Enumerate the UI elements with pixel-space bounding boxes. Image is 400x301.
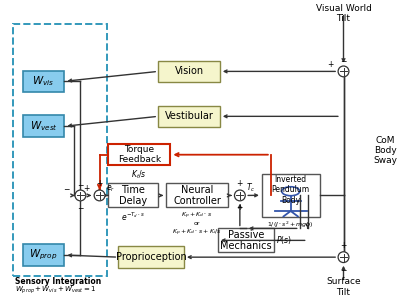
Text: Neural
Controller: Neural Controller <box>173 185 221 206</box>
Text: Visual World
Tilt: Visual World Tilt <box>316 4 372 23</box>
Text: Sensory Integration: Sensory Integration <box>16 277 102 286</box>
Text: $+$: $+$ <box>340 240 347 250</box>
Bar <box>108 183 158 207</box>
Bar <box>166 183 228 207</box>
Text: $+$: $+$ <box>83 183 91 193</box>
Bar <box>23 244 64 266</box>
Text: $-$: $-$ <box>340 264 347 273</box>
Bar <box>118 247 184 268</box>
Text: $-$: $-$ <box>77 179 84 188</box>
Text: $-$: $-$ <box>77 202 84 211</box>
Ellipse shape <box>338 252 349 262</box>
Text: CoM
Body
Sway: CoM Body Sway <box>373 135 397 166</box>
Text: $+$: $+$ <box>327 59 335 69</box>
Bar <box>14 24 107 276</box>
Text: Passive
Mechanics: Passive Mechanics <box>220 230 272 251</box>
Text: Proprioception: Proprioception <box>116 252 186 262</box>
Text: Torque
Feedback: Torque Feedback <box>118 145 161 164</box>
Ellipse shape <box>94 190 105 201</box>
Bar <box>262 174 320 217</box>
Ellipse shape <box>234 190 245 201</box>
Ellipse shape <box>75 190 86 201</box>
Bar <box>23 116 64 137</box>
Bar <box>158 61 220 82</box>
Text: Surface
Tilt: Surface Tilt <box>326 277 361 297</box>
Text: Time
Delay: Time Delay <box>119 185 147 206</box>
Text: $W_{vis}$: $W_{vis}$ <box>32 74 55 88</box>
Bar <box>108 144 170 166</box>
Text: $e_r$: $e_r$ <box>106 183 115 194</box>
Text: $-$: $-$ <box>64 183 71 192</box>
Bar <box>23 70 64 92</box>
Text: $+$: $+$ <box>236 178 244 188</box>
Text: $W_{prop}$: $W_{prop}$ <box>29 248 58 262</box>
Text: $e^{-T_d \cdot s}$: $e^{-T_d \cdot s}$ <box>121 210 145 223</box>
Ellipse shape <box>338 66 349 77</box>
Text: $+$: $+$ <box>236 202 244 212</box>
Ellipse shape <box>282 187 300 196</box>
Text: Vision: Vision <box>174 67 204 76</box>
Text: $1 / (J \cdot s^2 + mgh)$: $1 / (J \cdot s^2 + mgh)$ <box>267 220 314 230</box>
Text: $P(s)$: $P(s)$ <box>276 234 292 247</box>
Bar <box>218 228 274 252</box>
Text: $K_p + K_d \cdot s$
or
$K_p + K_d \cdot s + K_i/s$: $K_p + K_d \cdot s$ or $K_p + K_d \cdot … <box>172 210 222 238</box>
Text: $-$: $-$ <box>340 55 347 64</box>
Bar <box>158 106 220 127</box>
Text: Inverted
Pendulum
Body: Inverted Pendulum Body <box>272 175 310 205</box>
Text: $+$: $+$ <box>96 178 103 188</box>
Text: Vestibular: Vestibular <box>165 111 214 121</box>
Text: $K_t/s$: $K_t/s$ <box>131 169 147 181</box>
Text: $W_{prop} + W_{vis} + W_{vest} = 1$: $W_{prop} + W_{vis} + W_{vest} = 1$ <box>16 285 97 296</box>
Text: $T_c$: $T_c$ <box>246 182 255 194</box>
Text: $W_{vest}$: $W_{vest}$ <box>30 119 58 133</box>
